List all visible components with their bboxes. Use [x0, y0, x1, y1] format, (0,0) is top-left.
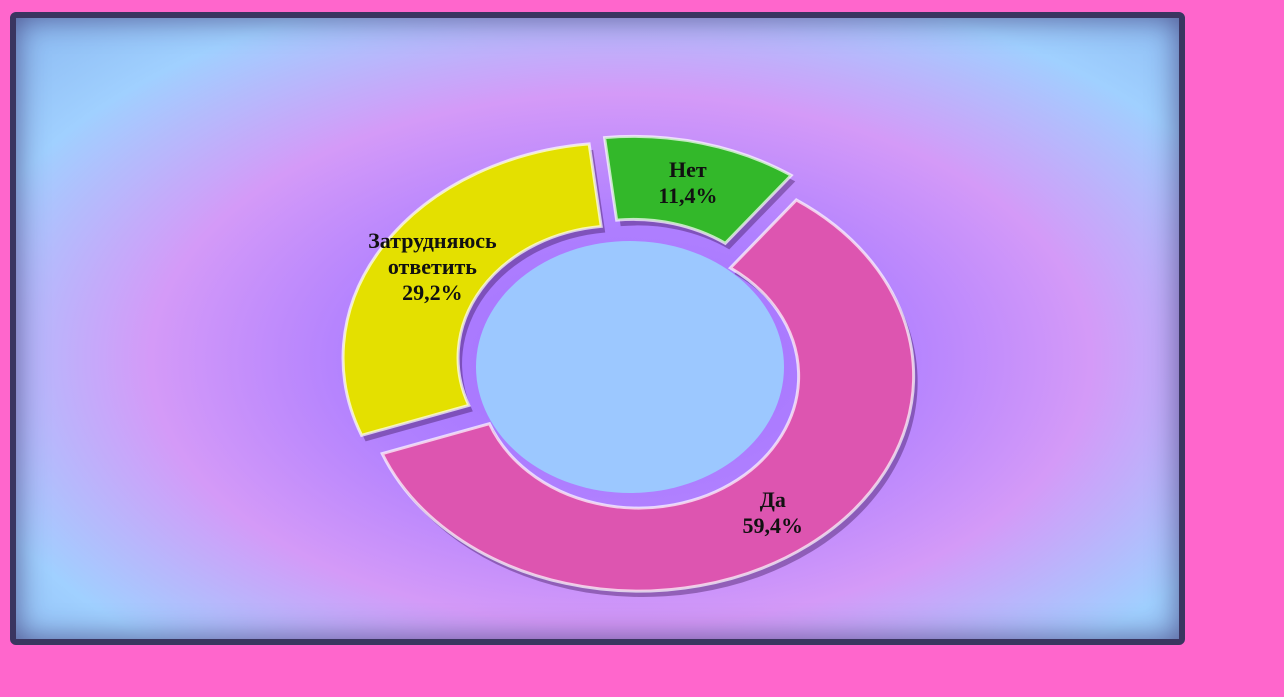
donut-slice: [602, 134, 794, 246]
donut-slice: [341, 142, 603, 438]
donut-slice: [380, 198, 916, 593]
category-label: Нет: [669, 157, 707, 183]
value-label: 29,2%: [402, 280, 463, 306]
slice-label: Затрудняюсь ответить 29,2%: [347, 228, 517, 306]
category-label: Затрудняюсь ответить: [368, 228, 497, 280]
slice-label: Нет 11,4%: [603, 157, 773, 209]
slice-label: Да 59,4%: [688, 487, 858, 539]
category-label: Да: [759, 486, 786, 512]
value-label: 59,4%: [742, 512, 804, 538]
value-label: 11,4%: [658, 183, 718, 209]
donut-hole: [476, 241, 784, 493]
